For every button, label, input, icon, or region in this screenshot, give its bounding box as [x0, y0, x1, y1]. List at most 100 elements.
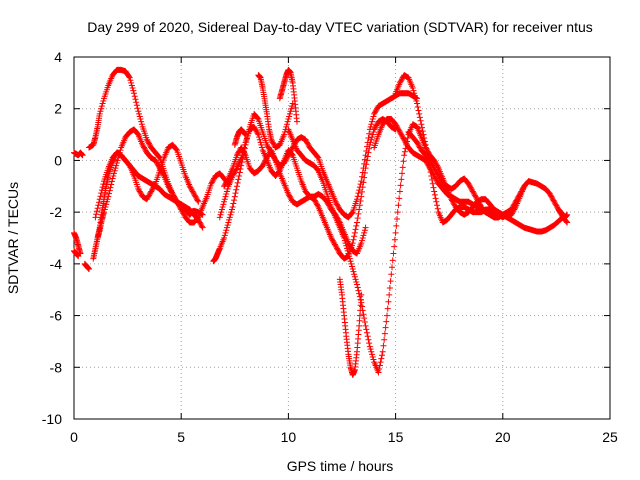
- data-point: [376, 362, 383, 369]
- data-point: [174, 200, 181, 207]
- data-point: [234, 150, 241, 157]
- data-point: [342, 240, 349, 247]
- data-point: [151, 181, 158, 188]
- data-point: [263, 156, 270, 163]
- data-point: [343, 242, 350, 249]
- data-point: [188, 187, 195, 194]
- data-point: [188, 209, 195, 216]
- data-point: [257, 139, 264, 146]
- data-point: [173, 198, 180, 205]
- data-point: [349, 266, 356, 273]
- data-point: [471, 191, 478, 198]
- data-point: [564, 211, 571, 218]
- data-point: [379, 352, 386, 359]
- data-point: [228, 206, 235, 213]
- data-point: [438, 178, 445, 185]
- data-point: [221, 235, 228, 241]
- data-point: [238, 144, 245, 151]
- data-point: [256, 136, 263, 143]
- data-point: [224, 176, 231, 183]
- data-point: [388, 271, 395, 278]
- data-point: [191, 191, 198, 198]
- data-point: [550, 197, 557, 204]
- data-point: [168, 188, 175, 195]
- data-point: [170, 192, 177, 199]
- data-point: [401, 136, 408, 143]
- data-point: [383, 318, 390, 325]
- data-point: [141, 145, 148, 152]
- data-point: [141, 144, 148, 151]
- data-point: [384, 312, 391, 319]
- data-point: [333, 201, 340, 208]
- data-point: [269, 139, 276, 146]
- data-point: [394, 123, 401, 130]
- data-point: [106, 190, 113, 197]
- data-point: [354, 196, 361, 203]
- data-point: [373, 122, 380, 129]
- data-point: [381, 330, 388, 337]
- series-pass-u: [555, 206, 571, 221]
- data-point: [260, 161, 267, 168]
- data-point: [414, 139, 421, 146]
- data-point: [357, 197, 364, 204]
- data-point: [110, 172, 117, 179]
- data-point: [107, 184, 114, 191]
- data-point: [361, 169, 368, 176]
- data-point: [127, 77, 134, 84]
- data-point: [433, 169, 440, 176]
- data-point: [428, 172, 435, 179]
- data-point: [209, 178, 216, 185]
- data-point: [311, 197, 318, 204]
- data-point: [293, 118, 300, 125]
- data-point: [195, 198, 202, 205]
- data-point: [376, 366, 383, 373]
- data-point: [168, 189, 175, 196]
- data-point: [144, 194, 151, 201]
- data-point: [143, 196, 150, 203]
- data-point: [402, 139, 409, 146]
- data-point: [99, 184, 106, 191]
- data-point: [220, 201, 227, 208]
- data-point: [226, 216, 233, 223]
- data-point: [332, 242, 339, 249]
- data-point: [358, 240, 365, 247]
- y-tick-label: -10: [42, 411, 62, 427]
- data-point: [225, 219, 232, 226]
- data-point: [368, 121, 375, 128]
- data-point: [98, 103, 105, 110]
- data-point: [378, 355, 385, 362]
- data-point: [359, 184, 366, 191]
- data-marks: [71, 66, 571, 379]
- data-point: [143, 136, 150, 143]
- data-point: [198, 222, 205, 229]
- data-point: [314, 166, 321, 173]
- data-point: [367, 139, 374, 146]
- data-point: [288, 151, 295, 158]
- data-point: [357, 302, 364, 309]
- data-point: [367, 123, 374, 130]
- data-point: [369, 118, 376, 125]
- data-point: [254, 130, 261, 137]
- data-point: [437, 176, 444, 183]
- data-point: [145, 139, 152, 146]
- data-point: [147, 189, 154, 196]
- data-point: [519, 187, 526, 194]
- y-axis-title: SDTVAR / TECUs: [5, 182, 21, 294]
- data-point: [372, 123, 379, 130]
- data-point: [329, 237, 336, 244]
- data-point: [387, 278, 394, 285]
- data-point: [469, 187, 476, 194]
- x-tick-labels: 0 5 10 15 20 25: [70, 429, 618, 445]
- data-point: [434, 202, 441, 209]
- data-point: [235, 149, 242, 156]
- data-point: [471, 192, 478, 199]
- data-point: [361, 174, 368, 181]
- data-point: [131, 93, 138, 100]
- data-point: [166, 184, 173, 191]
- data-point: [344, 247, 351, 254]
- data-point: [129, 85, 136, 92]
- data-point: [366, 130, 373, 137]
- data-point: [217, 211, 224, 218]
- data-point: [401, 152, 408, 159]
- data-point: [514, 194, 521, 201]
